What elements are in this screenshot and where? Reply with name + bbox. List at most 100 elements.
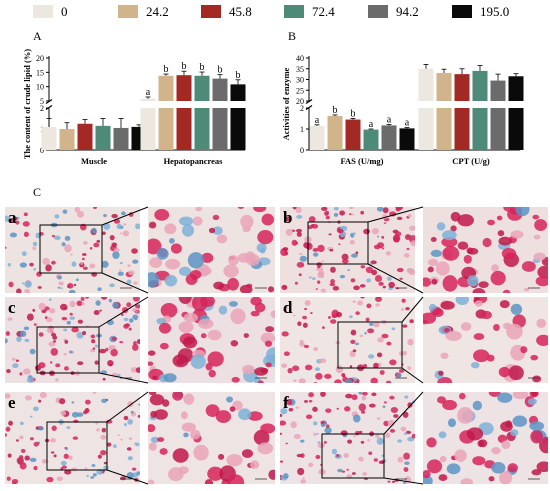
y-tick-label: 0 xyxy=(40,146,44,155)
bar xyxy=(212,78,228,101)
legend-swatch-5 xyxy=(452,5,472,18)
bar xyxy=(194,75,210,101)
zoom-region-box xyxy=(36,326,100,374)
significance-letter: b xyxy=(218,65,223,76)
bar xyxy=(418,108,434,150)
bar xyxy=(381,125,397,150)
significance-letter: b xyxy=(236,70,241,81)
bar xyxy=(41,126,57,150)
bar xyxy=(399,128,415,150)
micrograph-letter-d: d xyxy=(283,298,293,317)
bar xyxy=(490,80,506,101)
micrograph-d: d xyxy=(280,296,548,384)
y-tick-label: 2 xyxy=(40,104,44,113)
bar xyxy=(59,129,75,150)
bar xyxy=(158,75,174,101)
x-category-label: Hepatopancreas xyxy=(164,156,224,166)
y-tick-label: 25 xyxy=(296,86,304,95)
significance-letter: a xyxy=(369,119,374,130)
chart-crude-lipid: 0125101520The content of crude lipid (%)… xyxy=(22,49,246,166)
bar xyxy=(230,108,246,150)
zoom-region-box xyxy=(337,321,403,369)
legend-label-4: 94.2 xyxy=(396,4,419,19)
zoom-region-box xyxy=(39,224,103,274)
y-tick-label: 2 xyxy=(300,104,304,113)
legend-swatch-2 xyxy=(201,5,221,18)
micrograph-letter-e: e xyxy=(8,393,16,412)
y-tick-label: 40 xyxy=(296,54,304,63)
y-tick-label: 20 xyxy=(296,97,304,106)
micrograph-b: b xyxy=(280,206,548,294)
legend-swatch-3 xyxy=(284,5,304,18)
legend: 0 24.2 45.8 72.4 94.2 195.0 xyxy=(33,4,509,19)
bar xyxy=(418,68,434,101)
legend-label-3: 72.4 xyxy=(312,4,335,19)
legend-swatch-0 xyxy=(33,5,53,18)
bar xyxy=(176,108,192,150)
bar xyxy=(472,108,488,150)
bar xyxy=(113,127,129,150)
bar xyxy=(176,75,192,101)
legend-swatch-1 xyxy=(118,5,138,18)
significance-letter: b xyxy=(333,105,338,116)
y-tick-label: 35 xyxy=(296,65,304,74)
bar xyxy=(436,73,452,101)
bar xyxy=(194,108,210,150)
legend-label-1: 24.2 xyxy=(146,4,169,19)
micrograph-e: e xyxy=(5,391,275,485)
bar xyxy=(230,84,246,101)
micrograph-letter-a: a xyxy=(8,208,17,227)
y-tick-label: 30 xyxy=(296,76,304,85)
y-tick-label: 10 xyxy=(36,83,44,92)
bar xyxy=(508,76,524,101)
legend-label-5: 195.0 xyxy=(480,4,509,19)
bar xyxy=(436,108,452,150)
bar xyxy=(472,70,488,101)
micrograph-f: f xyxy=(280,391,548,485)
legend-swatch-4 xyxy=(368,5,388,18)
bar xyxy=(508,108,524,150)
panel-b-letter: B xyxy=(288,29,296,43)
bar xyxy=(140,108,156,150)
y-tick-label: 20 xyxy=(36,54,44,63)
y-axis-label: Activities of enzyme xyxy=(281,67,291,140)
zoom-region-box xyxy=(321,433,385,479)
bar xyxy=(345,119,361,150)
zoom-region-box xyxy=(307,221,369,265)
y-axis-label: The content of crude lipid (%) xyxy=(22,49,32,159)
bar xyxy=(95,125,111,150)
bar xyxy=(309,125,325,150)
x-category-label: Muscle xyxy=(81,156,107,166)
bar xyxy=(490,108,506,150)
bar xyxy=(454,74,470,101)
significance-letter: a xyxy=(405,118,410,129)
significance-letter: a xyxy=(387,114,392,125)
panel-a-letter: A xyxy=(33,29,42,43)
micrograph-c: c xyxy=(5,296,275,384)
micrograph-letter-f: f xyxy=(283,393,289,412)
bar xyxy=(212,108,228,150)
significance-letter: a xyxy=(315,115,320,126)
bar xyxy=(363,129,379,150)
legend-label-0: 0 xyxy=(61,4,68,19)
y-tick-label: 0 xyxy=(300,146,304,155)
micrograph-grid: a b c d e f xyxy=(5,206,548,485)
x-category-label: FAS (U/mg) xyxy=(340,156,383,166)
significance-letter: b xyxy=(164,64,169,75)
panel-c-letter: C xyxy=(33,185,41,199)
micrograph-letter-b: b xyxy=(283,208,292,227)
micrograph-letter-c: c xyxy=(8,298,16,317)
zoom-region-box xyxy=(46,421,108,471)
significance-letter: b xyxy=(200,62,205,73)
micrograph-a: a xyxy=(5,206,275,294)
y-tick-label: 1 xyxy=(300,125,304,134)
x-category-label: CPT (U/g) xyxy=(452,156,490,166)
significance-letter: a xyxy=(146,87,151,98)
bar xyxy=(327,115,343,150)
significance-letter: b xyxy=(182,61,187,72)
bar xyxy=(158,108,174,150)
legend-label-2: 45.8 xyxy=(229,4,252,19)
bar xyxy=(140,98,156,101)
